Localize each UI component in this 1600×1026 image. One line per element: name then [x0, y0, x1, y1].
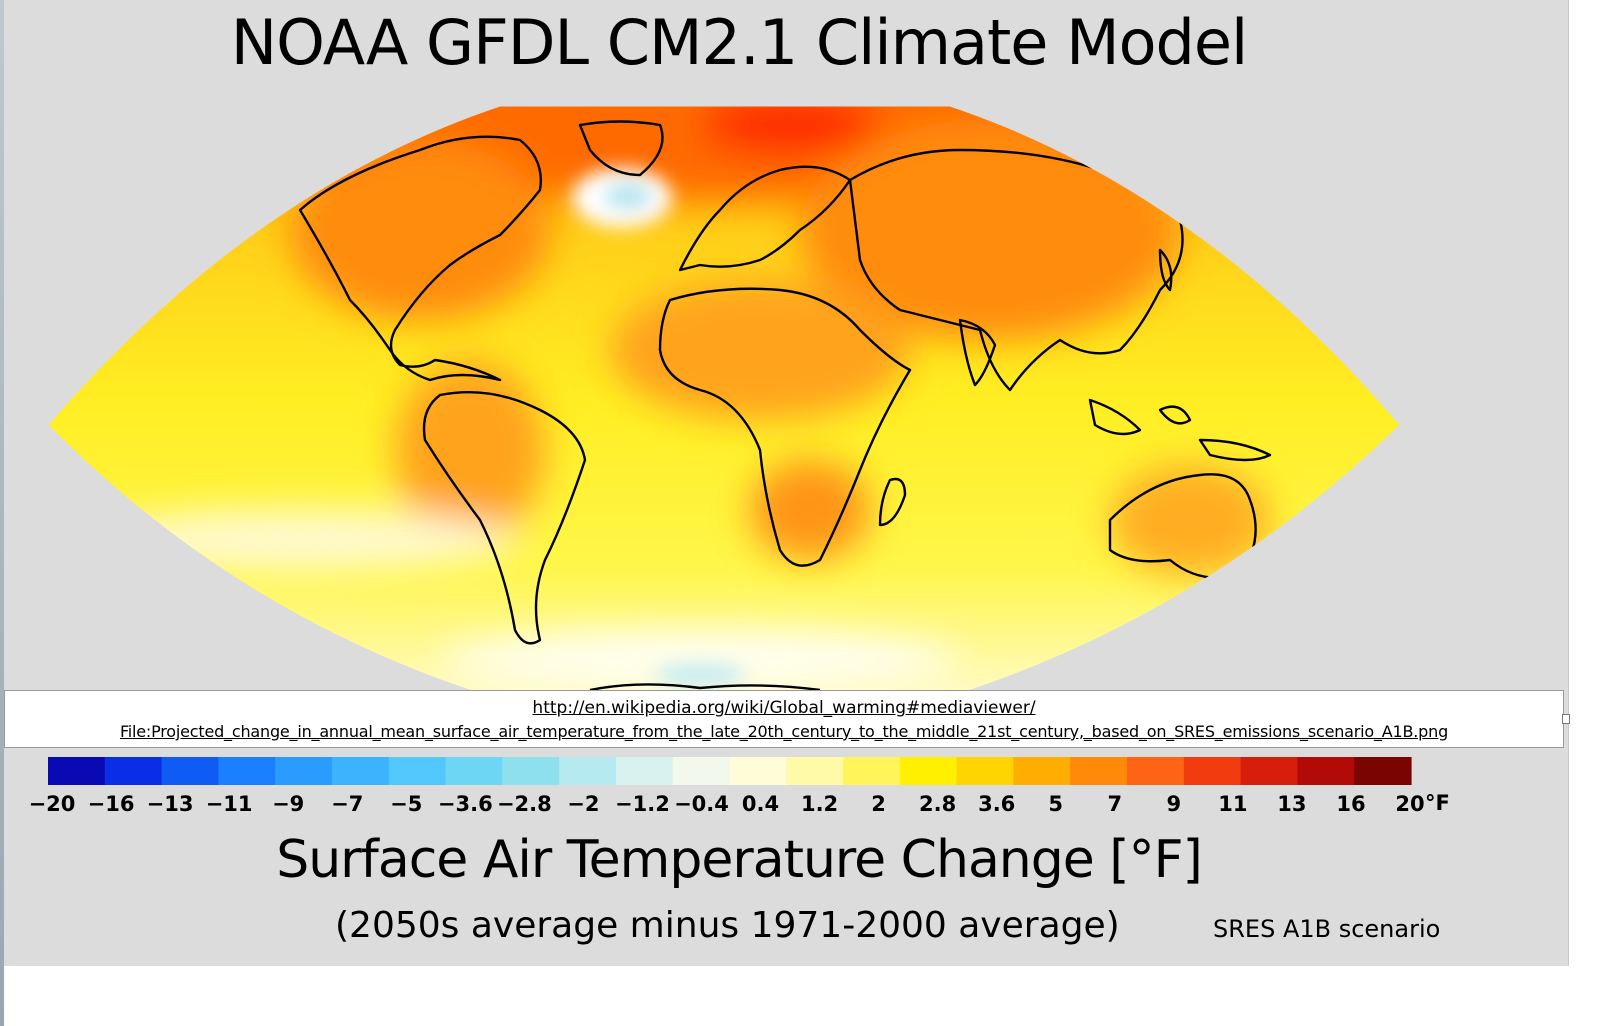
colorbar-swatch: [956, 757, 1015, 785]
source-link-box: http://en.wikipedia.org/wiki/Global_warm…: [4, 690, 1564, 748]
colorbar-swatch: [1127, 757, 1185, 785]
colorbar-tick-label: 9: [1167, 792, 1182, 816]
colorbar-tick-label: 3.6: [978, 792, 1015, 816]
scenario-label: SRES A1B scenario: [1213, 915, 1441, 943]
colorbar-tick-label: 7: [1107, 792, 1122, 816]
colorbar-tick-label: −2.8: [497, 792, 552, 816]
colorbar-swatch: [1013, 757, 1071, 785]
colorbar-swatch: [559, 757, 617, 785]
colorbar-tick-label: 0.4: [742, 792, 779, 816]
colorbar-tick-label: −3.6: [438, 792, 493, 816]
source-url-line-1[interactable]: http://en.wikipedia.org/wiki/Global_warm…: [532, 698, 1036, 718]
colorbar-swatch: [502, 757, 560, 785]
colorbar-tick-label: 11: [1218, 792, 1247, 816]
colorbar-swatch: [388, 757, 447, 785]
colorbar-tick-label: 2: [871, 792, 886, 816]
colorbar-swatch: [445, 757, 503, 785]
colorbar-tick-label: −11: [206, 792, 253, 816]
colorbar-swatch: [899, 757, 958, 785]
colorbar-swatch: [1070, 757, 1128, 785]
figure-subtitle: Surface Air Temperature Change [°F]: [276, 830, 1203, 890]
colorbar-swatch: [786, 757, 844, 785]
figure-panel: NOAA GFDL CM2.1 Climate Model: [0, 0, 1570, 966]
colorbar-tick-label: 20: [1395, 792, 1424, 816]
resize-handle[interactable]: [1562, 714, 1570, 724]
source-url-line-2[interactable]: File:Projected_change_in_annual_mean_sur…: [119, 722, 1449, 741]
globe-outline: [47, 105, 1401, 700]
averaging-period: (2050s average minus 1971-2000 average): [335, 905, 1120, 946]
colorbar-tick-label: 5: [1048, 792, 1063, 816]
colorbar-swatch: [161, 757, 219, 785]
colorbar-swatch: [843, 757, 901, 785]
colorbar-tick-label: −9: [272, 792, 304, 816]
colorbar-tick-label: −20: [29, 792, 76, 816]
colorbar-tick-label: −13: [147, 792, 194, 816]
colorbar-tick-label: −7: [331, 792, 363, 816]
colorbar-swatch: [672, 757, 731, 785]
colorbar-swatch: [615, 757, 674, 785]
colorbar-swatch: [1354, 757, 1412, 785]
colorbar-swatch: [1297, 757, 1355, 785]
colorbar-tick-label: −2: [567, 792, 599, 816]
world-temperature-map: [47, 105, 1401, 700]
colorbar-swatch: [331, 757, 390, 785]
colorbar-swatch: [729, 757, 787, 785]
colorbar-swatches: [48, 757, 1412, 785]
figure-title: NOAA GFDL CM2.1 Climate Model: [230, 6, 1249, 79]
colorbar-tick-label: 2.8: [919, 792, 956, 816]
colorbar-swatch: [104, 757, 163, 785]
colorbar-swatch: [275, 757, 333, 785]
colorbar-tick-label: −16: [88, 792, 135, 816]
colorbar-swatch: [218, 757, 276, 785]
colorbar: −20 −16 −13 −11 −9 −7 −5 −3.6 −2.8 −2 −1.2 −0.4 0.4 1…: [29, 757, 1450, 816]
colorbar-swatch: [48, 757, 106, 785]
colorbar-swatch: [1240, 757, 1299, 785]
colorbar-tick-labels: −20 −16 −13 −11 −9 −7 −5 −3.6 −2.8 −2 −1.2 −0.4 0.4 1…: [29, 792, 1425, 816]
colorbar-tick-label: −5: [390, 792, 422, 816]
colorbar-tick-label: −0.4: [674, 792, 729, 816]
window-edge: [0, 0, 4, 1026]
colorbar-tick-label: 13: [1277, 792, 1306, 816]
colorbar-swatch: [1183, 757, 1242, 785]
colorbar-unit: °F: [1425, 791, 1450, 815]
colorbar-tick-label: 1.2: [801, 792, 838, 816]
colorbar-tick-label: 16: [1336, 792, 1365, 816]
colorbar-tick-label: −1.2: [615, 792, 670, 816]
temperature-field: [48, 106, 1400, 700]
